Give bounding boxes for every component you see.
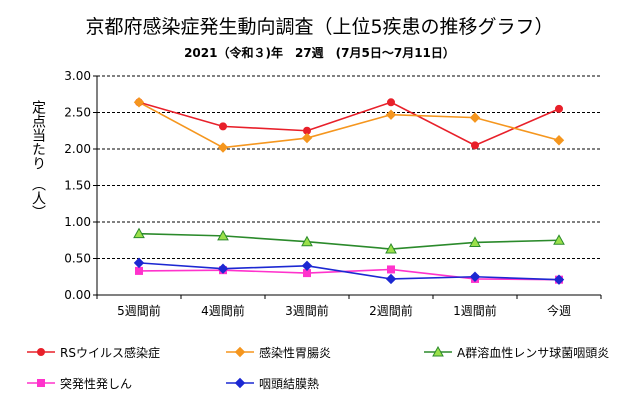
y-tick-label: 0.00: [64, 288, 91, 302]
chart-subtitle: 2021（令和３)年 27週 (7月5日～7月11日）: [184, 46, 455, 60]
series-5-point: [217, 263, 229, 274]
series-1-point: [387, 98, 395, 107]
y-tick-label: 3.00: [64, 69, 91, 83]
series-line-1: [138, 101, 560, 147]
series-3-point: [385, 242, 397, 254]
x-tick-label: 2週間前: [369, 303, 413, 318]
series-3-point: [133, 227, 145, 239]
legend-swatch-marker: [432, 346, 444, 357]
legend-label: 感染性胃腸炎: [259, 345, 332, 360]
legend-swatch-icon: [27, 348, 55, 356]
series-5-point: [385, 273, 397, 285]
series-2-point: [217, 142, 229, 153]
x-tick-label: 5週間前: [117, 303, 161, 318]
legend-item: 咽頭結膜熱: [225, 375, 319, 391]
series-4-point: [135, 266, 143, 275]
series-2-point: [469, 112, 481, 123]
series-line-2: [138, 101, 560, 149]
x-tick-label: 1週間前: [453, 303, 497, 318]
series-2-point: [301, 132, 313, 144]
series-5-point: [553, 274, 565, 285]
legend-swatch-icon: [27, 379, 55, 387]
legend-item: 突発性発しん: [26, 375, 132, 391]
series-2-point: [385, 109, 397, 120]
legend-item: 感染性胃腸炎: [225, 344, 331, 360]
series-5-point: [469, 271, 481, 282]
legend-swatch-marker: [37, 379, 45, 387]
legend-label: A群溶血性レンサ球菌咽頭炎: [457, 345, 610, 360]
legend-item: A群溶血性レンサ球菌咽頭炎: [423, 344, 609, 360]
legend-item: RSウイルス感染症: [26, 344, 160, 360]
series-2-point: [553, 135, 565, 146]
legend-swatch-icon: [424, 346, 452, 357]
series-3-point: [553, 234, 565, 245]
series-5-point: [133, 257, 145, 269]
series-4-point: [387, 265, 395, 274]
legend-label: 突発性発しん: [60, 376, 133, 391]
x-tick-label: 4週間前: [201, 303, 245, 318]
series-1-point: [219, 122, 227, 131]
series-line-5: [138, 262, 560, 281]
series-line-3: [138, 232, 560, 250]
legend-label: 咽頭結膜熱: [259, 376, 320, 391]
x-tick-label: 今週: [547, 303, 571, 318]
chart-title: 京都府感染症発生動向調査（上位5疾患の推移グラフ）: [85, 16, 554, 38]
y-tick-label: 0.50: [64, 252, 91, 266]
series-3-point: [301, 235, 313, 247]
legend-swatch-icon: [226, 346, 254, 358]
y-tick-label: 1.00: [64, 215, 91, 229]
legend-swatch-icon: [226, 377, 254, 389]
series-3-point: [469, 236, 481, 247]
legend-swatch-marker: [234, 377, 246, 389]
legend-swatch-marker: [234, 346, 246, 358]
legend-label: RSウイルス感染症: [60, 345, 160, 360]
series-line-4: [138, 268, 560, 281]
series-5-point: [301, 260, 313, 272]
series-2-point: [133, 97, 145, 108]
series-3-point: [217, 229, 229, 241]
legend-swatch-marker: [37, 348, 45, 356]
y-axis-label: 定点当たり （人）: [30, 100, 46, 219]
y-tick-label: 2.00: [64, 142, 91, 156]
series-1-point: [471, 141, 479, 150]
y-tick-label: 1.50: [64, 179, 91, 193]
y-tick-label: 2.50: [64, 106, 91, 120]
x-tick-label: 3週間前: [285, 303, 329, 318]
series-1-point: [555, 104, 563, 113]
